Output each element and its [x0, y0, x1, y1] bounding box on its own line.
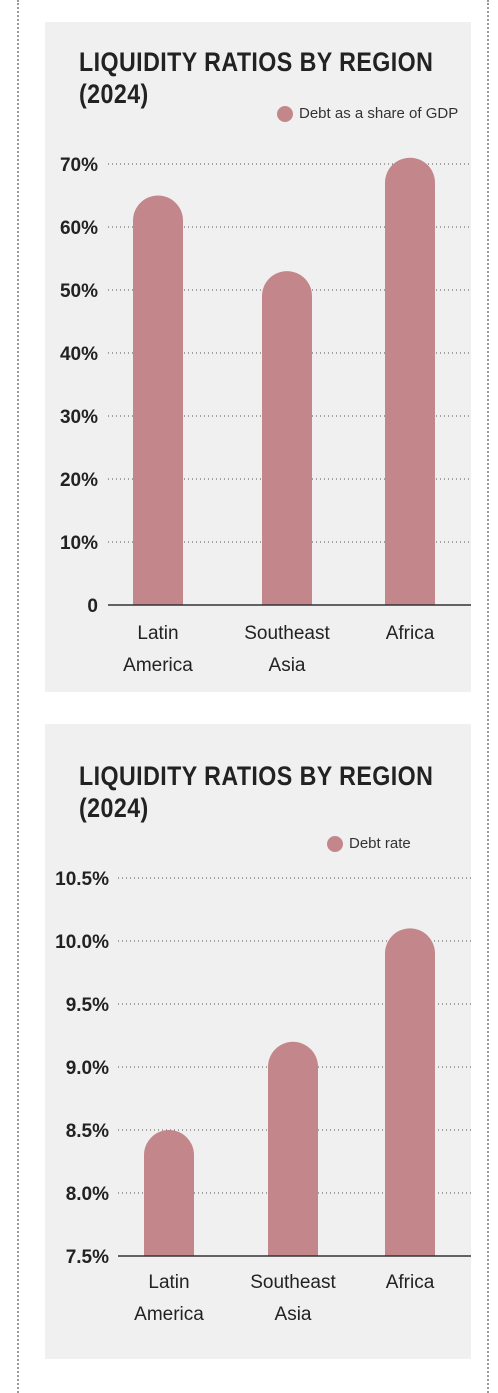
- legend-swatch-circle: [277, 105, 293, 122]
- chart-legend: Debt rate: [327, 835, 411, 852]
- y-tick-label: 0: [87, 596, 98, 617]
- y-tick-label: 9.5%: [66, 995, 109, 1016]
- x-category-label: Southeast Asia: [250, 1272, 336, 1325]
- chart-title: LIQUIDITY RATIOS BY REGION (2024): [79, 760, 440, 824]
- chart-title-line-1: LIQUIDITY RATIOS BY REGION: [79, 761, 434, 791]
- bar-chart-2: 7.5% 8.0% 8.5% 9.0% 9.5% 10.0% 10.5% Latin Ameri…: [55, 869, 471, 1325]
- chart-title-line-1: LIQUIDITY RATIOS BY REGION: [79, 47, 434, 77]
- y-tick-label: 70%: [60, 155, 98, 176]
- y-tick-label: 8.0%: [66, 1184, 109, 1205]
- y-tick-label: 10%: [60, 533, 98, 554]
- legend-label: Debt rate: [349, 835, 411, 852]
- chart-title: LIQUIDITY RATIOS BY REGION (2024): [79, 46, 440, 110]
- y-tick-label: 9.0%: [66, 1058, 109, 1079]
- bar-africa: [385, 157, 435, 605]
- bar-chart-1: 0 10% 20% 30% 40% 50% 60% 70% Latin America Southe…: [60, 155, 471, 676]
- x-category-label: Africa: [386, 1272, 435, 1293]
- legend-swatch-circle: [327, 835, 343, 852]
- y-tick-label: 40%: [60, 344, 98, 365]
- chart-title-line-2: (2024): [79, 793, 149, 823]
- left-dotted-border: [17, 0, 19, 1393]
- x-category-label: Latin America: [134, 1272, 204, 1325]
- chart-legend: Debt as a share of GDP: [277, 105, 458, 122]
- y-tick-label: 8.5%: [66, 1121, 109, 1142]
- bar-africa: [385, 928, 435, 1256]
- y-tick-label: 10.0%: [55, 932, 109, 953]
- right-dotted-border: [487, 0, 489, 1393]
- y-tick-label: 10.5%: [55, 869, 109, 890]
- bar-southeast-asia: [262, 271, 312, 605]
- bar-southeast-asia: [268, 1041, 318, 1256]
- y-tick-label: 30%: [60, 407, 98, 428]
- y-tick-label: 50%: [60, 281, 98, 302]
- legend-label: Debt as a share of GDP: [299, 105, 459, 122]
- x-category-label: Latin America: [123, 623, 193, 676]
- x-category-label: Africa: [386, 623, 435, 644]
- bar-latin-america: [133, 195, 183, 605]
- y-tick-label: 20%: [60, 470, 98, 491]
- chart-panel-2: LIQUIDITY RATIOS BY REGION (2024) Debt r…: [45, 724, 471, 1359]
- x-category-label: Southeast Asia: [244, 623, 330, 676]
- chart-panel-1: LIQUIDITY RATIOS BY REGION (2024) Debt a…: [45, 22, 471, 692]
- bar-latin-america: [144, 1130, 194, 1256]
- y-tick-label: 7.5%: [66, 1247, 109, 1268]
- chart-title-line-2: (2024): [79, 79, 149, 109]
- y-tick-label: 60%: [60, 218, 98, 239]
